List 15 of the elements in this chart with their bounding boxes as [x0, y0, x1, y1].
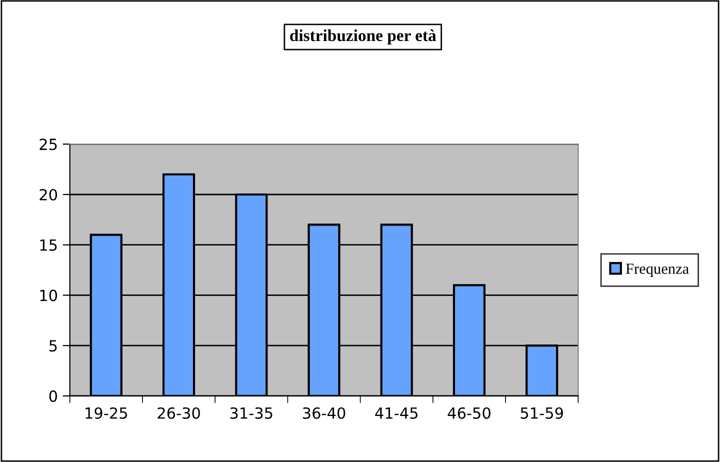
y-tick-label: 0 [49, 390, 58, 402]
x-tick-label: 36-40 [302, 407, 346, 419]
x-tick-label: 19-25 [86, 407, 128, 419]
x-tick-label: 46-50 [448, 407, 490, 419]
y-tick-label: 25 [40, 138, 57, 150]
x-tick-label: 31-35 [230, 407, 272, 419]
y-tick-label: 10 [40, 290, 58, 302]
x-tick-label: 41-45 [375, 408, 418, 419]
legend-label: Frequenza [626, 264, 689, 278]
chart-title: distribuzione per età [290, 29, 436, 45]
y-tick-label: 15 [40, 240, 57, 251]
x-tick-label: 51-59 [520, 407, 563, 419]
x-tick-label: 26-30 [158, 407, 200, 419]
y-tick-label: 20 [40, 188, 58, 201]
y-tick-label: 5 [49, 340, 57, 352]
